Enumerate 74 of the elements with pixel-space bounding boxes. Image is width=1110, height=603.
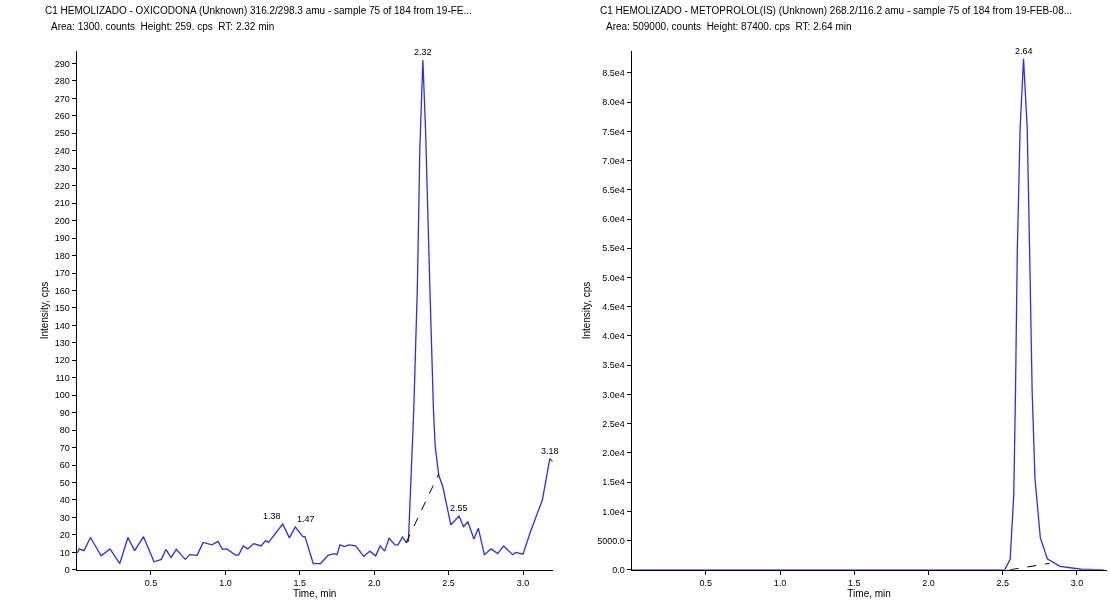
y-axis-title: Intensity, cps [38, 281, 50, 340]
annotation: 2.64 [1015, 46, 1033, 56]
y-tick-label: 0.0 [612, 564, 625, 575]
x-tick-label: 0.5 [699, 577, 713, 588]
y-tick-label: 3.0e4 [602, 389, 625, 400]
y-tick-label: 90 [59, 407, 70, 418]
y-tick-label: 4.5e4 [602, 301, 625, 312]
y-tick-label: 60 [59, 460, 70, 471]
x-axis-title: Time, min [292, 587, 337, 599]
y-tick-label: 6.0e4 [602, 214, 625, 225]
y-tick-label: 240 [54, 145, 70, 156]
y-tick-label: 230 [54, 163, 70, 174]
x-tick-label: 2.5 [442, 577, 455, 588]
y-tick-label: 220 [54, 180, 70, 191]
annotation: 2.55 [450, 503, 468, 513]
x-tick-label: 1.5 [848, 577, 861, 588]
y-tick-label: 120 [54, 355, 70, 366]
x-tick-label: 2.0 [367, 577, 381, 588]
y-tick-label: 290 [54, 58, 70, 69]
y-tick-label: 200 [54, 215, 70, 226]
x-tick-label: 1.0 [773, 577, 787, 588]
y-tick-label: 7.0e4 [602, 155, 625, 166]
y-tick-label: 2.0e4 [602, 448, 625, 459]
y-tick-label: 260 [54, 111, 70, 122]
y-tick-label: 210 [54, 198, 70, 209]
annotation: 1.47 [297, 514, 315, 524]
y-tick-label: 0 [64, 564, 70, 575]
y-tick-label: 190 [54, 233, 70, 244]
y-tick-label: 3.5e4 [602, 360, 625, 371]
y-tick-label: 7.5e4 [602, 126, 625, 137]
y-tick-label: 8.0e4 [602, 97, 625, 108]
x-tick-label: 1.5 [293, 577, 307, 588]
y-tick-label: 70 [59, 442, 70, 453]
y-tick-label: 30 [59, 512, 70, 523]
y-tick-label: 150 [54, 303, 70, 314]
y-tick-label: 180 [54, 250, 70, 261]
y-tick-label: 6.5e4 [602, 184, 625, 195]
y-tick-label: 80 [59, 425, 70, 436]
y-tick-label: 4.0e4 [602, 331, 625, 342]
y-tick-label: 250 [54, 128, 70, 139]
y-tick-label: 40 [59, 495, 70, 506]
y-tick-label: 110 [55, 372, 70, 383]
chart-subtitle: Area: 509000. counts Height: 87400. cps RT: 2.64 min [606, 21, 852, 32]
y-tick-label: 1.0e4 [602, 506, 625, 517]
y-axis-title: Intensity, cps [581, 281, 593, 340]
y-tick-label: 8.5e4 [602, 68, 625, 79]
y-tick-label: 1.5e4 [602, 477, 625, 488]
x-tick-label: 1.0 [219, 577, 232, 588]
x-tick-label: 2.5 [996, 577, 1010, 588]
chart-title: C1 HEMOLIZADO - OXICODONA (Unknown) 316.2/298.3 amu - sample 75 of 184 from 19-FE... [45, 5, 472, 16]
annotation: 3.18 [541, 446, 559, 456]
y-tick-label: 170 [54, 268, 70, 279]
y-tick-label: 10 [59, 547, 70, 558]
x-axis-title: Time, min [847, 587, 891, 599]
y-tick-label: 280 [54, 76, 70, 87]
x-tick-label: 3.0 [516, 577, 530, 588]
x-tick-label: 0.5 [144, 577, 158, 588]
chart-title: C1 HEMOLIZADO - METOPROLOL(IS) (Unknown) 268.2/116.2 amu - sample 75 of 184 from 19-FEB-08... [600, 5, 1073, 16]
y-tick-label: 130 [54, 337, 70, 348]
chart-subtitle: Area: 1300. counts Height: 259. cps RT: 2.32 min [51, 21, 275, 32]
x-tick-label: 2.0 [922, 577, 935, 588]
annotation: 1.38 [263, 511, 281, 521]
y-tick-label: 50 [59, 477, 70, 488]
y-tick-label: 160 [54, 285, 70, 296]
y-tick-label: 5.0e4 [602, 272, 625, 283]
y-tick-label: 100 [54, 390, 70, 401]
y-tick-label: 2.5e4 [602, 418, 625, 429]
y-tick-label: 270 [54, 93, 70, 104]
y-tick-label: 140 [54, 320, 70, 331]
y-tick-label: 20 [59, 530, 70, 541]
y-tick-label: 5.5e4 [602, 243, 625, 254]
annotation: 2.32 [414, 47, 432, 57]
x-tick-label: 3.0 [1070, 577, 1084, 588]
y-tick-label: 5000.0 [597, 535, 625, 546]
